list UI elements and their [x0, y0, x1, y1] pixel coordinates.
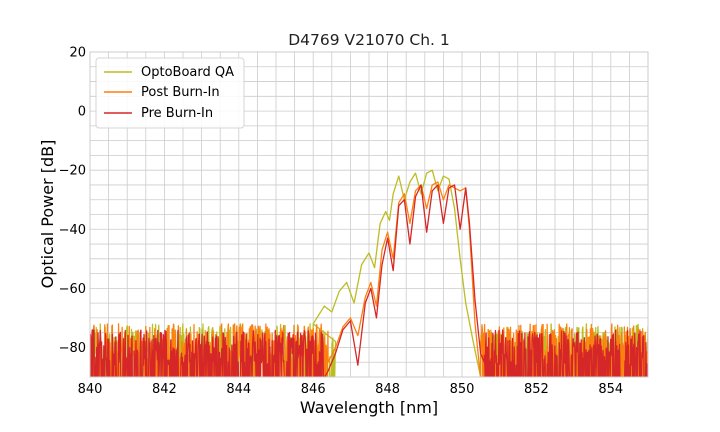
x-tick-label: 854: [598, 382, 623, 397]
legend: OptoBoard QA Post Burn-In Pre Burn-In: [95, 57, 245, 129]
x-tick-label: 848: [375, 382, 400, 397]
legend-label-pre-burn-in: Pre Burn-In: [141, 106, 213, 121]
x-tick-label: 846: [301, 382, 326, 397]
plot-frame: [89, 51, 649, 378]
x-tick-label: 850: [450, 382, 475, 397]
series-layer: [90, 169, 648, 377]
y-tick-label: 0: [78, 105, 86, 120]
legend-box: [95, 57, 245, 129]
x-tick-label: 844: [226, 382, 251, 397]
chart-title: D4769 V21070 Ch. 1: [288, 31, 450, 49]
x-tick-label: 840: [78, 382, 103, 397]
y-tick-label: −40: [59, 223, 86, 238]
y-tick-label: −20: [59, 164, 86, 179]
x-tick-label: 842: [152, 382, 177, 397]
y-tick-label: 20: [69, 46, 86, 61]
x-tick-label: 852: [524, 382, 549, 397]
y-tick-label: −60: [59, 282, 86, 297]
x-axis-label: Wavelength [nm]: [300, 398, 438, 417]
legend-label-post-burn-in: Post Burn-In: [141, 85, 220, 100]
y-axis-label: Optical Power [dB]: [38, 140, 57, 289]
legend-label-optoboard-qa: OptoBoard QA: [141, 65, 234, 80]
series-line-pre-burn-in: [90, 184, 648, 377]
y-tick-label: −80: [59, 341, 86, 356]
tick-labels: 840 842 844 846 848 850 852 854 20 0 −20 −40 −60 −80: [59, 46, 624, 398]
